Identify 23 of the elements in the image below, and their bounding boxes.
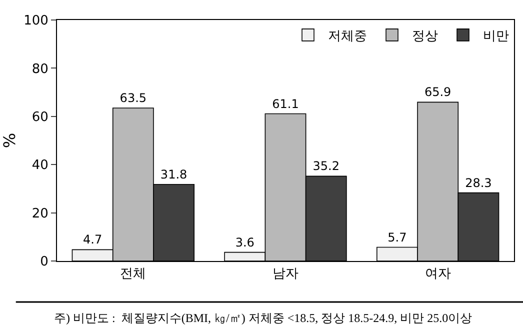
y-tick-label: 100: [24, 14, 48, 29]
data-label: 61.1: [272, 96, 299, 111]
x-tick-label: 남자: [272, 266, 298, 282]
legend-label: 정상: [412, 29, 438, 44]
legend-label: 저체중: [328, 29, 367, 44]
data-label: 35.2: [312, 159, 340, 174]
y-tick-label: 0: [40, 254, 48, 270]
legend-label: 비만: [483, 29, 509, 44]
data-label: 3.6: [235, 235, 254, 250]
y-tick-label: 20: [32, 206, 48, 222]
x-tick-label: 전체: [120, 266, 146, 282]
data-label: 5.7: [388, 230, 407, 244]
data-label: 65.9: [424, 85, 452, 100]
y-tick-label: 40: [32, 158, 48, 174]
data-label: 28.3: [465, 176, 492, 190]
data-label: 31.8: [160, 167, 188, 182]
text: 주) 비만도 : 체질량지수(BMI, ㎏/㎡) 저체중 <18.5, 정상 18.5-24.9, 비만 25.0이상: [54, 311, 472, 325]
y-tick-label: 60: [32, 110, 48, 125]
y-tick-label: 80: [32, 62, 48, 77]
data-label: 63.5: [120, 90, 147, 105]
x-tick-label: 여자: [424, 266, 451, 282]
y-axis-title: %: [0, 132, 19, 148]
data-label: 4.7: [83, 232, 102, 247]
